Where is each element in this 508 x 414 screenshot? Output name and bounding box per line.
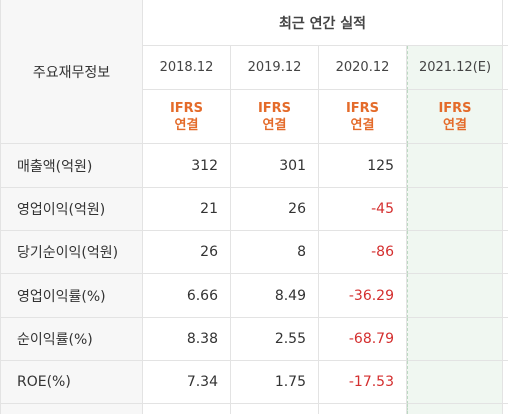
filler <box>503 318 508 361</box>
filler <box>503 274 508 318</box>
filler <box>503 188 508 231</box>
ifrs-label: IFRS <box>257 100 292 116</box>
basis-label: 연결 <box>262 117 287 133</box>
basis-label: 연결 <box>443 117 467 133</box>
value-cell: 8 <box>231 231 319 274</box>
filler <box>503 361 508 404</box>
row-label-operating-margin: 영업이익률(%) <box>0 274 143 318</box>
ifrs-2021-estimate: IFRS 연결 <box>407 90 503 144</box>
filler <box>503 231 508 274</box>
ifrs-2019: IFRS 연결 <box>231 90 319 144</box>
filler <box>503 46 508 90</box>
value-cell-estimate <box>407 274 503 318</box>
partial-row <box>0 404 143 414</box>
value-cell: 301 <box>231 144 319 188</box>
value-cell-negative: -45 <box>319 188 407 231</box>
year-2019: 2019.12 <box>231 46 319 90</box>
year-2020: 2020.12 <box>319 46 407 90</box>
value-cell: 26 <box>231 188 319 231</box>
filler <box>503 144 508 188</box>
year-2021-estimate: 2021.12(E) <box>407 46 503 90</box>
value-cell-estimate <box>407 361 503 404</box>
value-cell-estimate <box>407 144 503 188</box>
partial-row <box>143 404 231 414</box>
value-cell: 26 <box>143 231 231 274</box>
ifrs-2020: IFRS 연결 <box>319 90 407 144</box>
value-cell: 21 <box>143 188 231 231</box>
value-cell: 7.34 <box>143 361 231 404</box>
row-label-revenue: 매출액(억원) <box>0 144 143 188</box>
section-title: 최근 연간 실적 <box>143 0 503 46</box>
ifrs-label: IFRS <box>345 100 380 116</box>
year-2018: 2018.12 <box>143 46 231 90</box>
row-label-operating-profit: 영업이익(억원) <box>0 188 143 231</box>
ifrs-label: IFRS <box>438 100 472 116</box>
row-label-roe: ROE(%) <box>0 361 143 404</box>
value-cell: 8.49 <box>231 274 319 318</box>
filler <box>503 90 508 144</box>
value-cell: 6.66 <box>143 274 231 318</box>
value-cell-estimate <box>407 188 503 231</box>
value-cell: 1.75 <box>231 361 319 404</box>
row-label-net-margin: 순이익률(%) <box>0 318 143 361</box>
filler <box>503 0 508 46</box>
partial-row <box>407 404 503 414</box>
value-cell-estimate <box>407 231 503 274</box>
partial-row <box>231 404 319 414</box>
value-cell-negative: -17.53 <box>319 361 407 404</box>
value-cell: 312 <box>143 144 231 188</box>
value-cell: 8.38 <box>143 318 231 361</box>
filler <box>503 404 508 414</box>
ifrs-label: IFRS <box>169 100 204 116</box>
row-label-net-income: 당기순이익(억원) <box>0 231 143 274</box>
value-cell-estimate <box>407 318 503 361</box>
value-cell-negative: -68.79 <box>319 318 407 361</box>
main-label: 주요재무정보 <box>0 0 143 144</box>
value-cell-negative: -36.29 <box>319 274 407 318</box>
basis-label: 연결 <box>174 117 199 133</box>
partial-row <box>319 404 407 414</box>
value-cell: 2.55 <box>231 318 319 361</box>
value-cell: 125 <box>319 144 407 188</box>
ifrs-2018: IFRS 연결 <box>143 90 231 144</box>
basis-label: 연결 <box>350 117 375 133</box>
value-cell-negative: -86 <box>319 231 407 274</box>
